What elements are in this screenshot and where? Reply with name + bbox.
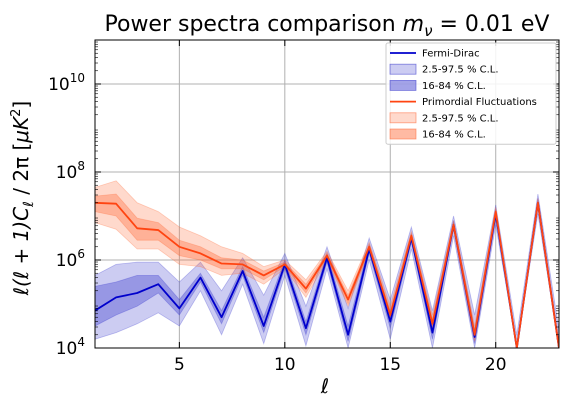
x-tick-label-20: 20 <box>485 355 507 375</box>
x-axis-label: ℓ <box>320 374 329 398</box>
primordial-fluctuations-line <box>95 201 559 348</box>
legend-label-1: 2.5-97.5 % C.L. <box>422 65 499 76</box>
legend-patch-5 <box>389 128 417 140</box>
series-lines <box>95 201 559 348</box>
y-tick-label-6: 106 <box>56 247 85 271</box>
primordial-fluctuations-band-68 <box>95 193 559 348</box>
fermi-dirac-band-95 <box>95 193 559 348</box>
y-tick-label-8: 108 <box>56 159 85 183</box>
axis-ticks: 5 10 15 20 104 106 108 1010 <box>48 40 559 375</box>
plot-frame <box>94 39 560 349</box>
y-tick-label-4: 104 <box>56 335 85 359</box>
legend-patch-1 <box>389 63 417 75</box>
primordial-fluctuations-band-95 <box>95 180 559 348</box>
x-tick-label-5: 5 <box>174 355 185 375</box>
chart-title: Power spectra comparison mν = 0.01 eV <box>105 12 550 40</box>
confidence-bands <box>95 180 559 348</box>
legend-label-3: Primordial Fluctuations <box>422 97 537 108</box>
legend: Fermi-Dirac 2.5-97.5 % C.L. 16-84 % C.L. Pr… <box>385 42 557 145</box>
legend-label-5: 16-84 % C.L. <box>422 130 486 141</box>
legend-patch-4 <box>389 112 417 124</box>
legend-label-4: 2.5-97.5 % C.L. <box>422 113 499 124</box>
legend-label-2: 16-84 % C.L. <box>422 81 486 92</box>
legend-label-0: Fermi-Dirac <box>422 49 480 60</box>
y-tick-label-10: 1010 <box>48 71 85 95</box>
fermi-dirac-band-68 <box>95 198 559 348</box>
legend-box <box>385 42 557 145</box>
x-tick-label-15: 15 <box>379 355 401 375</box>
x-tick-label-10: 10 <box>274 355 296 375</box>
y-axis-label: ℓ(ℓ + 1)Cℓ / 2π [μK2] <box>9 101 37 296</box>
legend-patch-2 <box>389 80 417 91</box>
